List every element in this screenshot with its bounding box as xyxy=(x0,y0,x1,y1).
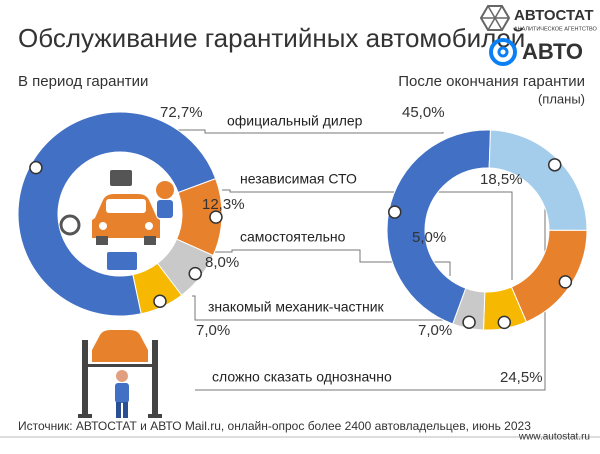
leader-knob xyxy=(209,210,223,224)
donut-segment xyxy=(386,129,492,325)
leader-knob xyxy=(462,315,476,330)
partner-icon xyxy=(497,46,509,58)
value-label: 12,3% xyxy=(202,196,245,213)
leader-knob xyxy=(547,158,562,172)
donuts xyxy=(17,111,588,331)
category-label: сложно сказать однозначно xyxy=(212,369,392,385)
donut-segment xyxy=(132,262,183,315)
autostat-logo xyxy=(479,5,511,31)
logo-tagline: АНАЛИТИЧЕСКОЕ АГЕНТСТВО xyxy=(514,26,598,32)
series-title: В период гарантии xyxy=(18,73,148,90)
partner-icon xyxy=(489,38,517,66)
series-title: После окончания гарантии xyxy=(398,73,585,90)
value-label: 8,0% xyxy=(205,254,239,271)
url: www.autostat.ru xyxy=(518,432,590,443)
value-label: 72,7% xyxy=(160,104,203,121)
category-label: самостоятельно xyxy=(240,229,346,245)
car-icon xyxy=(59,170,174,270)
value-label: 18,5% xyxy=(480,171,523,188)
partner-logo: АВТО xyxy=(522,39,583,64)
leader-knob xyxy=(558,275,573,289)
series-note: (планы) xyxy=(538,91,585,106)
lift-illustration xyxy=(78,330,162,418)
value-label: 7,0% xyxy=(196,322,230,339)
category-label: официальный дилер xyxy=(227,113,363,129)
category-label: знакомый механик-частник xyxy=(208,299,385,315)
leader-knob xyxy=(153,294,167,309)
logo-text: АВТОСТАТ xyxy=(514,7,593,24)
value-label: 24,5% xyxy=(500,369,543,386)
donut-segment xyxy=(452,287,486,331)
value-label: 5,0% xyxy=(412,229,446,246)
category-label: независимая СТО xyxy=(240,171,357,187)
value-label: 7,0% xyxy=(418,322,452,339)
leader-knob xyxy=(29,160,43,175)
chart-title: Обслуживание гарантийных автомобилей xyxy=(18,23,525,53)
leader-knob xyxy=(387,205,402,219)
donut-segment xyxy=(17,111,217,317)
leader-knob xyxy=(188,266,202,281)
value-label: 45,0% xyxy=(402,104,445,121)
leader-knob xyxy=(497,315,512,330)
source: Источник: АВТОСТАТ и АВТО Mail.ru, онлай… xyxy=(18,419,531,433)
